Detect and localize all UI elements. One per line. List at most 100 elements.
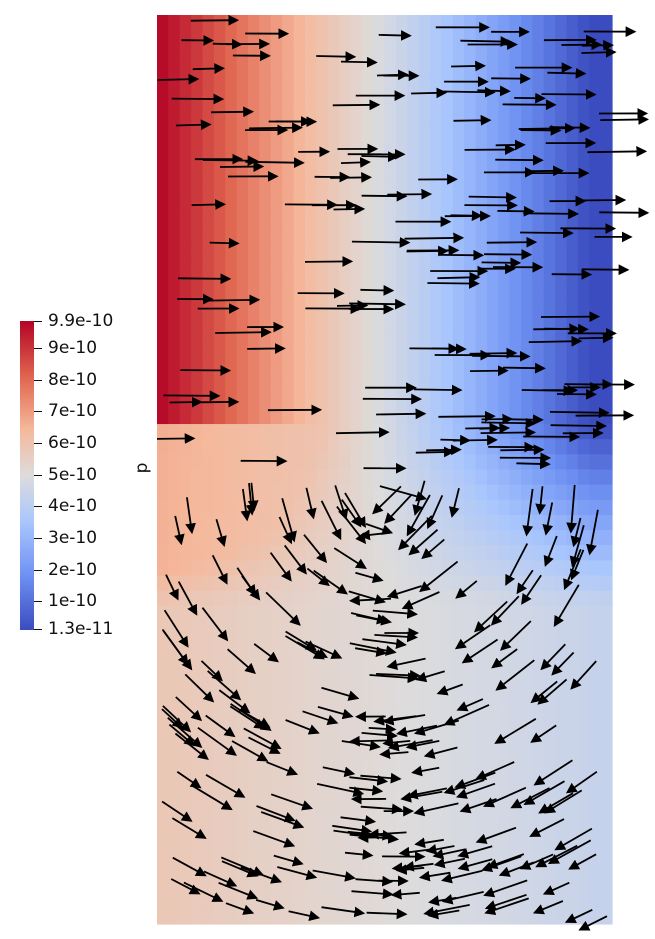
velocity-arrow — [340, 815, 377, 826]
velocity-arrow — [355, 571, 384, 584]
velocity-arrow — [361, 151, 399, 162]
velocity-arrow — [171, 93, 225, 105]
velocity-arrow — [414, 837, 444, 849]
velocity-arrow — [586, 509, 599, 556]
velocity-arrow — [266, 761, 299, 776]
velocity-arrow — [379, 748, 409, 760]
colorbar-tick — [34, 538, 42, 539]
velocity-arrow — [453, 114, 492, 126]
colorbar-tick-label: 6e-10 — [48, 433, 98, 453]
velocity-arrow — [340, 157, 371, 168]
velocity-arrow — [360, 284, 395, 296]
velocity-arrow — [376, 408, 427, 420]
velocity-arrow — [587, 146, 648, 157]
velocity-arrow — [218, 881, 259, 900]
velocity-arrow — [283, 544, 307, 575]
velocity-arrow — [412, 480, 426, 516]
velocity-arrow — [285, 635, 325, 660]
colorbar-tick-label: 9.9e-10 — [48, 311, 114, 331]
velocity-arrow — [400, 790, 443, 803]
colorbar-tick-label: 1e-10 — [48, 591, 98, 611]
velocity-arrow — [475, 826, 517, 844]
velocity-arrow — [415, 670, 445, 683]
velocity-arrow — [554, 827, 593, 851]
velocity-arrow — [454, 771, 496, 789]
velocity-arrow — [523, 208, 579, 220]
velocity-arrow — [533, 323, 581, 335]
velocity-arrow — [396, 724, 438, 738]
velocity-arrow — [231, 740, 269, 762]
velocity-arrow — [312, 869, 356, 882]
velocity-arrow — [413, 802, 459, 817]
velocity-arrow — [535, 486, 547, 515]
velocity-arrow — [502, 362, 546, 374]
velocity-arrow — [177, 273, 232, 285]
velocity-arrow — [185, 497, 196, 535]
velocity-arrow — [247, 343, 286, 354]
velocity-arrow — [378, 30, 412, 41]
velocity-arrow — [384, 494, 413, 524]
velocity-arrow — [170, 878, 201, 895]
pressure-field — [157, 15, 613, 925]
velocity-arrow — [495, 139, 526, 151]
velocity-arrow — [421, 538, 445, 560]
velocity-arrow — [211, 554, 228, 585]
velocity-arrow — [438, 410, 496, 422]
velocity-arrow — [321, 686, 360, 701]
velocity-arrow — [203, 870, 238, 887]
velocity-arrow — [550, 420, 607, 432]
velocity-arrow — [469, 347, 518, 359]
velocity-arrow — [248, 736, 281, 754]
velocity-arrow — [395, 864, 425, 875]
velocity-arrow — [456, 782, 496, 799]
velocity-arrow — [351, 888, 394, 900]
velocity-arrow — [405, 740, 440, 751]
velocity-arrow — [473, 600, 508, 633]
velocity-arrow — [255, 899, 285, 911]
velocity-arrow — [330, 172, 372, 183]
velocity-arrow — [530, 724, 557, 743]
velocity-arrow — [273, 854, 304, 867]
velocity-arrow — [306, 567, 330, 587]
velocity-arrow — [495, 659, 535, 691]
velocity-arrow — [451, 60, 486, 72]
velocity-arrow — [260, 811, 305, 830]
velocity-arrow — [256, 805, 296, 823]
velocity-arrow — [344, 849, 374, 860]
velocity-arrow — [483, 786, 527, 808]
velocity-arrow — [533, 759, 573, 786]
velocity-arrow — [428, 895, 457, 907]
velocity-arrow — [163, 609, 189, 648]
velocity-arrow — [441, 891, 484, 905]
colorbar-tick — [34, 475, 42, 476]
velocity-arrow — [425, 844, 455, 855]
velocity-arrow — [413, 384, 463, 396]
velocity-arrow — [332, 99, 381, 111]
velocity-arrow — [168, 723, 196, 747]
colorbar-tick — [34, 321, 42, 322]
velocity-arrow — [419, 560, 459, 593]
velocity-arrow — [426, 444, 462, 456]
velocity-arrow — [205, 714, 236, 738]
velocity-arrow — [322, 766, 356, 778]
colorbar-tick — [34, 601, 42, 602]
velocity-arrow — [202, 155, 259, 167]
velocity-arrow — [376, 69, 409, 81]
velocity-arrow — [547, 839, 592, 864]
velocity-arrow — [518, 122, 576, 134]
colorbar-tick — [34, 348, 42, 349]
velocity-arrow — [192, 785, 233, 811]
velocity-arrow — [215, 326, 272, 338]
velocity-arrow — [460, 36, 512, 47]
velocity-arrow — [361, 190, 408, 202]
velocity-arrow — [176, 770, 202, 789]
velocity-arrow — [335, 426, 390, 438]
velocity-arrow — [205, 774, 246, 798]
velocity-arrow — [184, 673, 215, 703]
velocity-arrow — [461, 638, 499, 664]
velocity-arrow — [236, 567, 257, 596]
velocity-arrow — [480, 427, 537, 438]
velocity-arrow — [270, 793, 313, 811]
velocity-arrow — [415, 446, 455, 458]
